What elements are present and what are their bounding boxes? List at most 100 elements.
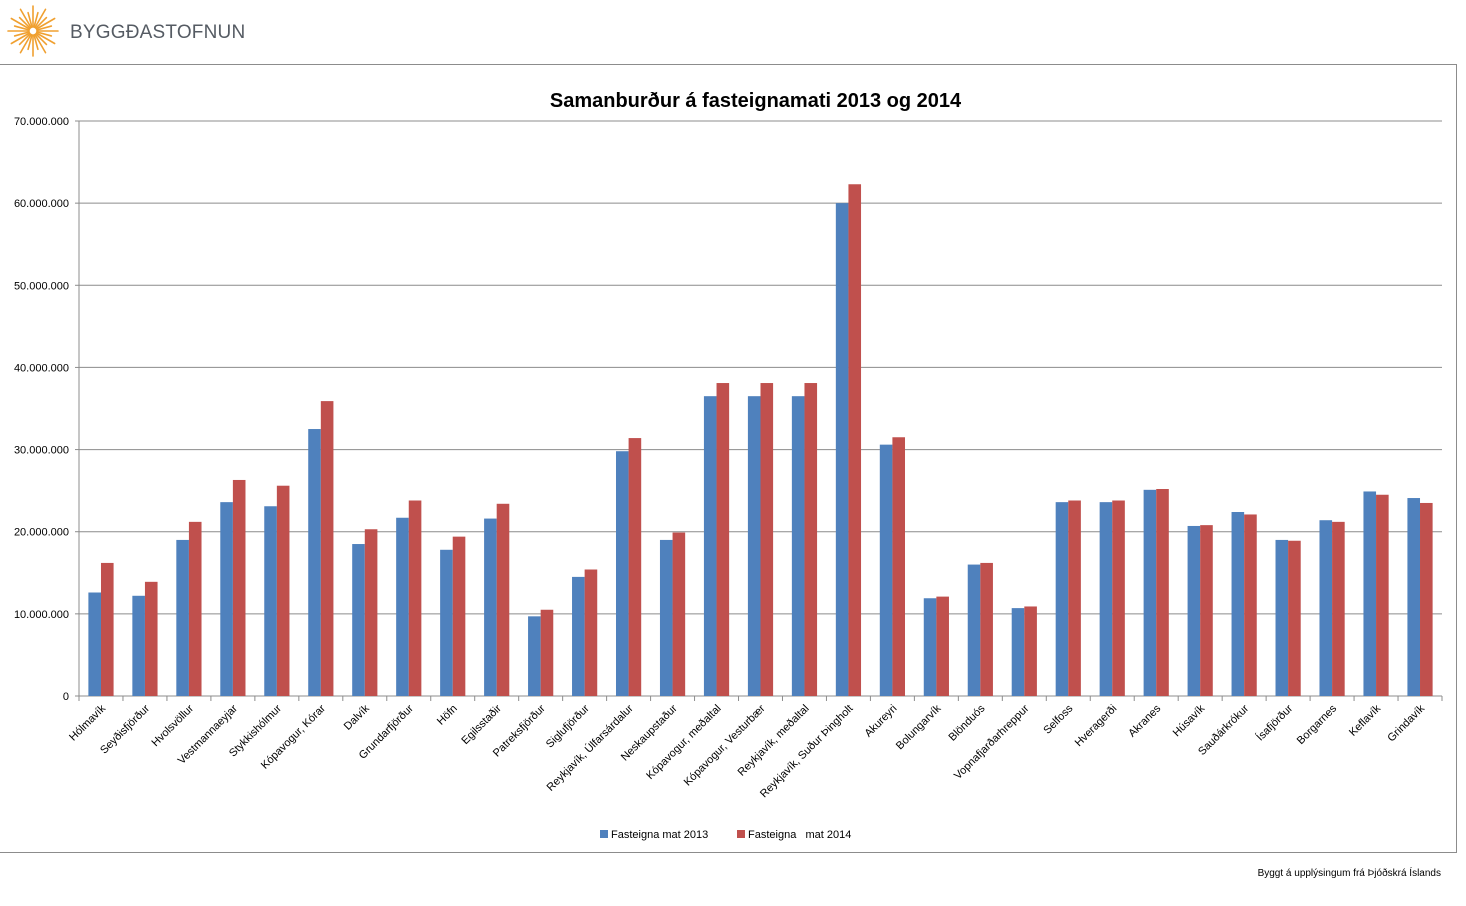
bar xyxy=(980,562,993,696)
y-tick-label: 20.000.000 xyxy=(14,527,69,539)
bar xyxy=(1143,489,1157,696)
sun-ray xyxy=(13,25,30,31)
x-tick-label: Reykjavík, Úlfarsárdalur xyxy=(544,702,636,794)
sun-ray xyxy=(27,11,33,28)
bar xyxy=(1024,606,1037,696)
bar xyxy=(1288,540,1301,696)
bar xyxy=(659,539,673,696)
x-tick-label: Dalvík xyxy=(342,702,372,732)
bar xyxy=(572,576,585,696)
x-tick-label: Hvolsvöllur xyxy=(150,702,197,749)
sun-ray xyxy=(35,16,48,29)
x-tick-label: Egilsstaðir xyxy=(459,702,504,747)
x-tick-label: Hveragerði xyxy=(1073,703,1120,750)
bar xyxy=(320,401,334,696)
bar xyxy=(1231,512,1245,696)
chart-frame: Samanburður á fasteignamati 2013 og 2014… xyxy=(0,64,1457,853)
bar xyxy=(584,569,598,696)
x-tick-label: Hólmavík xyxy=(67,702,108,743)
x-tick-label: Siglufjörður xyxy=(544,702,592,750)
bar xyxy=(176,539,189,696)
legend-label: Fasteigna mat 2013 xyxy=(611,829,708,841)
y-tick-label: 50.000.000 xyxy=(14,280,69,292)
y-tick-label: 60.000.000 xyxy=(14,198,69,210)
legend-label: Fasteigna mat 2014 xyxy=(748,829,851,841)
bar xyxy=(528,616,541,696)
bar xyxy=(1275,539,1289,696)
x-tick-label: Kópavogur, Vesturbær xyxy=(682,702,768,788)
bar xyxy=(672,532,686,696)
sun-ray xyxy=(35,17,56,30)
sun-ray xyxy=(35,32,56,45)
bar xyxy=(264,506,277,696)
sun-ray xyxy=(33,11,39,28)
bar xyxy=(1376,494,1389,696)
bar xyxy=(540,609,554,696)
bar xyxy=(936,596,949,696)
x-tick-label: Grindavík xyxy=(1385,702,1427,744)
legend-swatch xyxy=(737,830,745,838)
bar xyxy=(1055,502,1069,696)
bar xyxy=(276,485,290,696)
bar xyxy=(100,562,114,696)
sun-ray xyxy=(19,8,32,29)
bar xyxy=(1363,491,1377,696)
bar xyxy=(1332,521,1345,696)
bar xyxy=(440,549,453,696)
bar xyxy=(1068,500,1081,696)
x-tick-label: Akranes xyxy=(1126,702,1163,739)
bar xyxy=(835,203,849,696)
bar xyxy=(496,503,510,696)
bar xyxy=(352,544,365,696)
chart-title: Samanburður á fasteignamati 2013 og 2014 xyxy=(550,90,962,112)
bar xyxy=(88,592,101,696)
sun-ray xyxy=(33,34,39,51)
bar xyxy=(1420,502,1433,696)
bar xyxy=(848,184,862,696)
bar-chart: Samanburður á fasteignamati 2013 og 2014… xyxy=(14,90,1443,841)
bar xyxy=(1187,525,1201,696)
x-tick-label: Höfn xyxy=(435,703,460,728)
logo-text: BYGGÐASTOFNUN xyxy=(70,22,246,43)
bar xyxy=(615,451,629,696)
legend-swatch xyxy=(600,830,608,838)
x-tick-label: Keflavík xyxy=(1347,702,1384,739)
bar xyxy=(1319,520,1333,696)
x-tick-label: Selfoss xyxy=(1041,702,1075,736)
x-tick-label: Borgarnes xyxy=(1295,702,1340,747)
x-tick-label: Reykjavík, Suður Þingholt xyxy=(758,703,856,801)
sun-ray xyxy=(36,31,53,37)
logo: BYGGÐASTOFNUN xyxy=(6,2,246,60)
x-tick-label: Bolungarvík xyxy=(894,702,944,752)
bar xyxy=(308,429,321,696)
sun-ray xyxy=(34,8,47,29)
bar xyxy=(923,598,937,696)
sun-ray xyxy=(10,17,31,30)
x-tick-label: Kópavogur, meðaltal xyxy=(644,703,723,782)
y-tick-label: 30.000.000 xyxy=(14,445,69,457)
bar xyxy=(1244,514,1257,696)
bar xyxy=(1112,500,1125,696)
sun-ray xyxy=(34,33,47,54)
bar xyxy=(484,518,497,696)
sun-ray xyxy=(27,34,33,51)
sun-ray xyxy=(18,33,31,46)
bar xyxy=(396,517,409,696)
bar xyxy=(716,383,730,696)
bar xyxy=(1407,498,1421,696)
bar xyxy=(760,383,774,696)
bar xyxy=(804,383,818,696)
bar xyxy=(364,529,378,696)
x-tick-label: Akureyri xyxy=(863,703,900,740)
sun-ray xyxy=(36,25,53,31)
bar xyxy=(408,500,422,696)
bar xyxy=(892,437,906,696)
sunburst-logo-icon xyxy=(7,5,59,57)
sun-ray xyxy=(10,32,31,45)
sun-ray xyxy=(18,16,31,29)
sun-ray xyxy=(19,33,32,54)
bar xyxy=(879,444,893,696)
x-tick-label: Vopnafjarðarhreppur xyxy=(952,702,1032,782)
bar xyxy=(1099,502,1113,696)
bar xyxy=(220,502,233,696)
